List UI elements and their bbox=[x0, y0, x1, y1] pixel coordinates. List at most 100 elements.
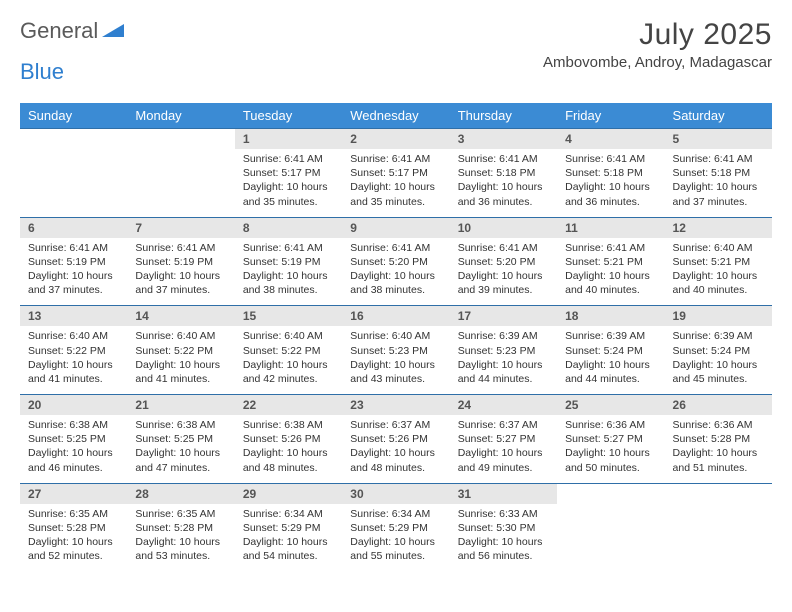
weekday-head: Wednesday bbox=[342, 103, 449, 129]
day-number-cell bbox=[20, 129, 127, 150]
sunset-line: Sunset: 5:19 PM bbox=[28, 255, 119, 269]
day-content-cell: Sunrise: 6:41 AMSunset: 5:19 PMDaylight:… bbox=[235, 238, 342, 306]
day-content-cell: Sunrise: 6:41 AMSunset: 5:19 PMDaylight:… bbox=[127, 238, 234, 306]
day-content-cell: Sunrise: 6:38 AMSunset: 5:25 PMDaylight:… bbox=[20, 415, 127, 483]
day-number-cell: 4 bbox=[557, 129, 664, 150]
day-content-cell: Sunrise: 6:40 AMSunset: 5:23 PMDaylight:… bbox=[342, 326, 449, 394]
day-content-cell: Sunrise: 6:33 AMSunset: 5:30 PMDaylight:… bbox=[450, 504, 557, 572]
day-content-cell: Sunrise: 6:36 AMSunset: 5:27 PMDaylight:… bbox=[557, 415, 664, 483]
sunset-line: Sunset: 5:22 PM bbox=[243, 344, 334, 358]
day-number-cell: 11 bbox=[557, 217, 664, 238]
sunset-line: Sunset: 5:27 PM bbox=[458, 432, 549, 446]
sunrise-line: Sunrise: 6:34 AM bbox=[243, 507, 334, 521]
brand-logo: General bbox=[20, 18, 126, 44]
day-number-cell: 22 bbox=[235, 395, 342, 416]
day-number-cell: 13 bbox=[20, 306, 127, 327]
sunset-line: Sunset: 5:26 PM bbox=[350, 432, 441, 446]
sunrise-line: Sunrise: 6:36 AM bbox=[673, 418, 764, 432]
day-content-cell: Sunrise: 6:34 AMSunset: 5:29 PMDaylight:… bbox=[342, 504, 449, 572]
day-number-cell: 30 bbox=[342, 483, 449, 504]
weekday-head: Friday bbox=[557, 103, 664, 129]
day-content-cell bbox=[557, 504, 664, 572]
sunrise-line: Sunrise: 6:35 AM bbox=[28, 507, 119, 521]
sunrise-line: Sunrise: 6:41 AM bbox=[458, 241, 549, 255]
day-content-cell: Sunrise: 6:41 AMSunset: 5:20 PMDaylight:… bbox=[342, 238, 449, 306]
sunset-line: Sunset: 5:18 PM bbox=[458, 166, 549, 180]
sunrise-line: Sunrise: 6:39 AM bbox=[458, 329, 549, 343]
daylight-line: Daylight: 10 hours and 38 minutes. bbox=[350, 269, 441, 297]
day-content-cell bbox=[127, 149, 234, 217]
day-number-cell: 9 bbox=[342, 217, 449, 238]
daylight-line: Daylight: 10 hours and 49 minutes. bbox=[458, 446, 549, 474]
sunset-line: Sunset: 5:28 PM bbox=[673, 432, 764, 446]
day-number-cell: 24 bbox=[450, 395, 557, 416]
daylight-line: Daylight: 10 hours and 41 minutes. bbox=[28, 358, 119, 386]
day-content-row: Sunrise: 6:41 AMSunset: 5:17 PMDaylight:… bbox=[20, 149, 772, 217]
daylight-line: Daylight: 10 hours and 45 minutes. bbox=[673, 358, 764, 386]
sunrise-line: Sunrise: 6:41 AM bbox=[350, 241, 441, 255]
daylight-line: Daylight: 10 hours and 36 minutes. bbox=[458, 180, 549, 208]
day-content-cell: Sunrise: 6:39 AMSunset: 5:24 PMDaylight:… bbox=[557, 326, 664, 394]
sunrise-line: Sunrise: 6:40 AM bbox=[135, 329, 226, 343]
daylight-line: Daylight: 10 hours and 51 minutes. bbox=[673, 446, 764, 474]
daylight-line: Daylight: 10 hours and 36 minutes. bbox=[565, 180, 656, 208]
month-title: July 2025 bbox=[543, 18, 772, 52]
day-number-cell: 31 bbox=[450, 483, 557, 504]
sunrise-line: Sunrise: 6:41 AM bbox=[565, 152, 656, 166]
sunset-line: Sunset: 5:29 PM bbox=[243, 521, 334, 535]
day-number-row: 12345 bbox=[20, 129, 772, 150]
day-content-cell: Sunrise: 6:38 AMSunset: 5:25 PMDaylight:… bbox=[127, 415, 234, 483]
sunset-line: Sunset: 5:24 PM bbox=[673, 344, 764, 358]
sunrise-line: Sunrise: 6:37 AM bbox=[350, 418, 441, 432]
day-number-cell: 25 bbox=[557, 395, 664, 416]
sunrise-line: Sunrise: 6:40 AM bbox=[673, 241, 764, 255]
day-content-cell: Sunrise: 6:37 AMSunset: 5:27 PMDaylight:… bbox=[450, 415, 557, 483]
day-number-cell: 16 bbox=[342, 306, 449, 327]
sunrise-line: Sunrise: 6:34 AM bbox=[350, 507, 441, 521]
daylight-line: Daylight: 10 hours and 43 minutes. bbox=[350, 358, 441, 386]
day-number-row: 13141516171819 bbox=[20, 306, 772, 327]
day-number-cell: 23 bbox=[342, 395, 449, 416]
sunset-line: Sunset: 5:22 PM bbox=[135, 344, 226, 358]
day-content-cell: Sunrise: 6:38 AMSunset: 5:26 PMDaylight:… bbox=[235, 415, 342, 483]
day-content-cell: Sunrise: 6:34 AMSunset: 5:29 PMDaylight:… bbox=[235, 504, 342, 572]
sunrise-line: Sunrise: 6:38 AM bbox=[28, 418, 119, 432]
day-content-cell: Sunrise: 6:40 AMSunset: 5:22 PMDaylight:… bbox=[127, 326, 234, 394]
daylight-line: Daylight: 10 hours and 56 minutes. bbox=[458, 535, 549, 563]
day-content-cell bbox=[20, 149, 127, 217]
sunrise-line: Sunrise: 6:38 AM bbox=[135, 418, 226, 432]
sunset-line: Sunset: 5:18 PM bbox=[673, 166, 764, 180]
sunset-line: Sunset: 5:19 PM bbox=[135, 255, 226, 269]
daylight-line: Daylight: 10 hours and 54 minutes. bbox=[243, 535, 334, 563]
sunrise-line: Sunrise: 6:41 AM bbox=[243, 152, 334, 166]
daylight-line: Daylight: 10 hours and 39 minutes. bbox=[458, 269, 549, 297]
day-content-row: Sunrise: 6:41 AM Sunset: 5:19 PM Daylight:… bbox=[20, 238, 772, 306]
day-number-cell: 10 bbox=[450, 217, 557, 238]
daylight-line: Daylight: 10 hours and 40 minutes. bbox=[673, 269, 764, 297]
sunset-line: Sunset: 5:21 PM bbox=[565, 255, 656, 269]
day-number-cell: 1 bbox=[235, 129, 342, 150]
sunrise-line: Sunrise: 6:40 AM bbox=[243, 329, 334, 343]
day-number-cell bbox=[127, 129, 234, 150]
brand-part1: General bbox=[20, 18, 98, 44]
day-number-cell: 3 bbox=[450, 129, 557, 150]
day-number-cell: 28 bbox=[127, 483, 234, 504]
day-number-cell: 19 bbox=[665, 306, 772, 327]
day-number-cell: 20 bbox=[20, 395, 127, 416]
day-number-row: 20212223242526 bbox=[20, 395, 772, 416]
day-content-cell: Sunrise: 6:39 AMSunset: 5:24 PMDaylight:… bbox=[665, 326, 772, 394]
weekday-head: Saturday bbox=[665, 103, 772, 129]
sunset-line: Sunset: 5:24 PM bbox=[565, 344, 656, 358]
sunset-line: Sunset: 5:19 PM bbox=[243, 255, 334, 269]
day-content-cell: Sunrise: 6:41 AMSunset: 5:21 PMDaylight:… bbox=[557, 238, 664, 306]
day-content-row: Sunrise: 6:35 AMSunset: 5:28 PMDaylight:… bbox=[20, 504, 772, 572]
sunrise-line: Sunrise: 6:41 AM bbox=[565, 241, 656, 255]
day-number-cell: 12 bbox=[665, 217, 772, 238]
daylight-line: Daylight: 10 hours and 44 minutes. bbox=[458, 358, 549, 386]
day-number-row: 6789101112 bbox=[20, 217, 772, 238]
sunrise-line: Sunrise: 6:40 AM bbox=[28, 329, 119, 343]
day-content-cell: Sunrise: 6:35 AMSunset: 5:28 PMDaylight:… bbox=[127, 504, 234, 572]
weekday-head: Sunday bbox=[20, 103, 127, 129]
sunset-line: Sunset: 5:23 PM bbox=[350, 344, 441, 358]
sunset-line: Sunset: 5:26 PM bbox=[243, 432, 334, 446]
